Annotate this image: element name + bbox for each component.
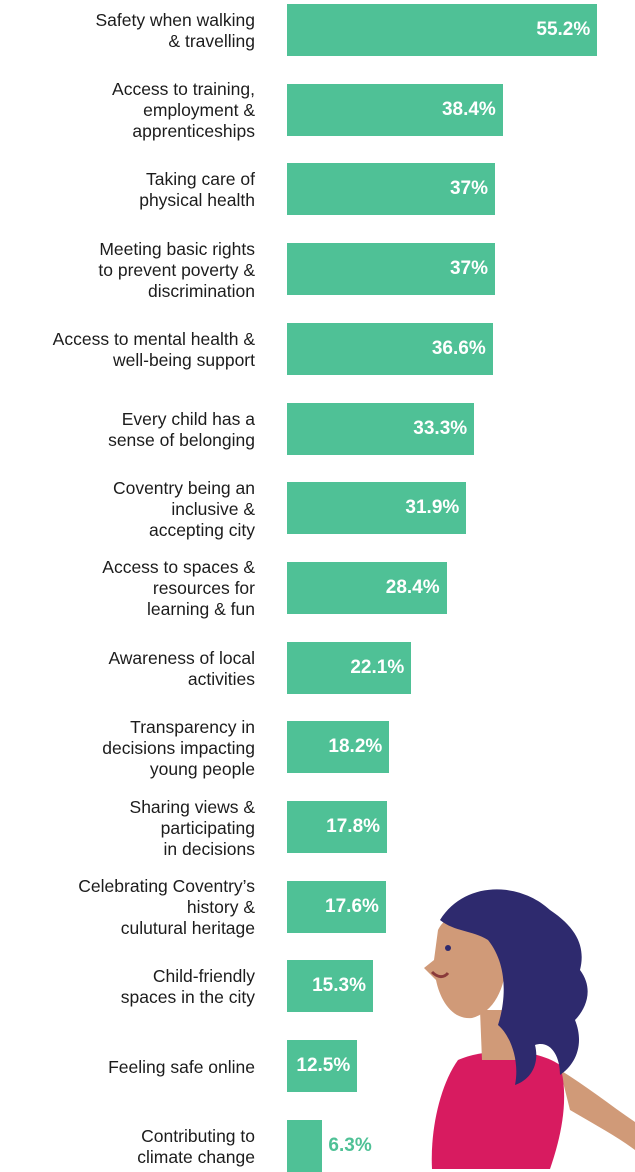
value-label: 33.3%	[413, 417, 468, 439]
bar	[287, 561, 447, 614]
category-label: Feeling safe online	[108, 1056, 255, 1077]
bar	[287, 243, 495, 296]
bar	[287, 801, 388, 853]
value-label: 22.1%	[350, 656, 405, 678]
category-label: Contributing to climate change	[137, 1125, 255, 1167]
value-label: 55.2%	[536, 19, 591, 40]
girl-top	[431, 1051, 565, 1169]
category-label: Safety when walking & travelling	[95, 10, 255, 51]
girl-hair	[440, 889, 588, 1085]
bar	[287, 4, 598, 56]
category-label: Access to mental health & well-being sup…	[52, 328, 255, 370]
value-label: 37%	[449, 258, 488, 280]
value-label: 17.8%	[326, 816, 381, 837]
category-label: Celebrating Coventry’s history & culutur…	[78, 876, 255, 939]
value-label: 38.4%	[441, 98, 496, 120]
category-label: Meeting basic rights to prevent poverty …	[98, 238, 255, 301]
value-label: 31.9%	[405, 497, 460, 519]
value-label: 12.5%	[296, 1055, 351, 1077]
value-label: 28.4%	[385, 576, 440, 598]
girl-eye	[445, 945, 451, 951]
bar	[287, 482, 467, 535]
value-label: 18.2%	[328, 736, 383, 758]
category-label: Transparency in decisions impacting youn…	[102, 716, 255, 779]
bar	[287, 402, 475, 455]
value-label: 6.3%	[328, 1134, 372, 1156]
value-label: 36.6%	[431, 337, 486, 359]
category-label: Child-friendly spaces in the city	[120, 966, 255, 1008]
category-label: Every child has a sense of belonging	[108, 408, 255, 450]
girl-arm	[560, 1070, 635, 1150]
value-label: 37%	[449, 178, 488, 200]
category-label: Sharing views & participating in decisio…	[129, 796, 255, 859]
bar	[287, 960, 373, 1013]
bar	[287, 1040, 358, 1093]
girl-face	[424, 912, 507, 1019]
category-label: Access to training, employment & apprent…	[112, 79, 255, 142]
value-label: 17.6%	[325, 895, 379, 917]
bar	[287, 721, 390, 774]
category-label: Access to spaces & resources for learnin…	[102, 557, 255, 620]
girl-illustration	[424, 889, 635, 1169]
bar	[287, 163, 495, 216]
category-label: Taking care of physical health	[139, 169, 255, 211]
category-label: Coventry being an inclusive & accepting …	[112, 477, 255, 540]
bar	[287, 1119, 323, 1172]
bar	[287, 83, 503, 136]
value-label: 15.3%	[312, 975, 366, 997]
bar	[287, 641, 412, 694]
girl-mouth	[430, 970, 450, 979]
bar	[287, 322, 493, 375]
category-label: Awareness of local activities	[108, 647, 255, 689]
bar	[287, 880, 386, 933]
